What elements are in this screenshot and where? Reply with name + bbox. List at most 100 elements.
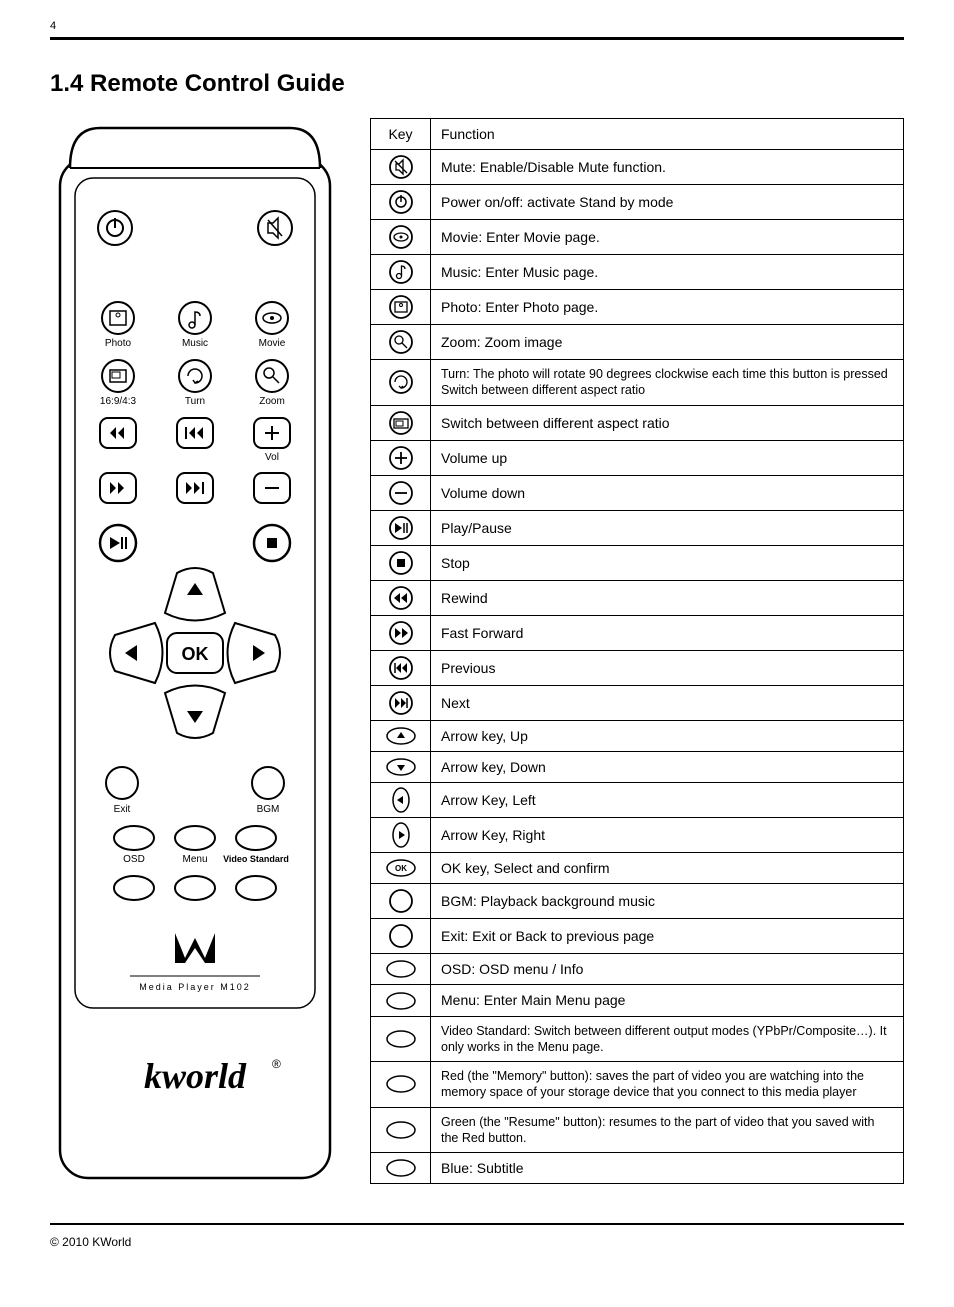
key-icon-ff bbox=[371, 615, 431, 650]
svg-text:Photo: Photo bbox=[105, 338, 132, 349]
function-text: Turn: The photo will rotate 90 degrees c… bbox=[431, 360, 904, 406]
copyright: © 2010 KWorld bbox=[50, 1235, 131, 1249]
content-row: Photo Music Movie 16:9/4:3 Turn bbox=[50, 118, 904, 1193]
table-row: Rewind bbox=[371, 580, 904, 615]
bottom-rule: © 2010 KWorld bbox=[50, 1223, 904, 1251]
table-row: Exit: Exit or Back to previous page bbox=[371, 919, 904, 954]
key-icon-photo bbox=[371, 290, 431, 325]
svg-text:16:9/4:3: 16:9/4:3 bbox=[100, 396, 137, 407]
svg-text:OSD: OSD bbox=[123, 854, 145, 865]
function-table-wrapper: Key Function Mute: Enable/Disable Mute f… bbox=[370, 118, 904, 1184]
function-text: Menu: Enter Main Menu page bbox=[431, 985, 904, 1016]
svg-text:OK: OK bbox=[182, 644, 209, 664]
svg-text:Video Standard: Video Standard bbox=[223, 854, 289, 864]
svg-text:BGM: BGM bbox=[257, 804, 280, 815]
function-text: Switch between different aspect ratio bbox=[431, 405, 904, 440]
function-text: Mute: Enable/Disable Mute function. bbox=[431, 150, 904, 185]
function-text: Red (the "Memory" button): saves the par… bbox=[431, 1062, 904, 1108]
function-text: BGM: Playback background music bbox=[431, 884, 904, 919]
svg-text:OK: OK bbox=[395, 864, 407, 873]
key-icon-prev bbox=[371, 650, 431, 685]
header-function: Function bbox=[431, 119, 904, 150]
svg-text:kworld: kworld bbox=[144, 1056, 247, 1096]
svg-text:Music: Music bbox=[182, 338, 208, 349]
svg-text:Zoom: Zoom bbox=[259, 396, 285, 407]
table-row: Arrow Key, Right bbox=[371, 818, 904, 853]
function-text: Rewind bbox=[431, 580, 904, 615]
key-icon-playpause bbox=[371, 510, 431, 545]
function-text: Play/Pause bbox=[431, 510, 904, 545]
function-text: Arrow key, Down bbox=[431, 751, 904, 782]
key-icon-oval bbox=[371, 985, 431, 1016]
table-row: Movie: Enter Movie page. bbox=[371, 220, 904, 255]
header-key: Key bbox=[371, 119, 431, 150]
table-row: Arrow key, Down bbox=[371, 751, 904, 782]
key-icon-aspect bbox=[371, 405, 431, 440]
key-icon-turn bbox=[371, 360, 431, 406]
svg-text:Turn: Turn bbox=[185, 396, 205, 407]
svg-text:Media Player M102: Media Player M102 bbox=[139, 982, 251, 992]
function-text: Volume up bbox=[431, 440, 904, 475]
table-row: Previous bbox=[371, 650, 904, 685]
function-text: Music: Enter Music page. bbox=[431, 255, 904, 290]
function-text: Exit: Exit or Back to previous page bbox=[431, 919, 904, 954]
table-row: Zoom: Zoom image bbox=[371, 325, 904, 360]
table-row: Volume up bbox=[371, 440, 904, 475]
svg-text:®: ® bbox=[272, 1057, 281, 1071]
table-row: Stop bbox=[371, 545, 904, 580]
svg-text:Menu: Menu bbox=[182, 854, 207, 865]
key-icon-circle bbox=[371, 884, 431, 919]
key-icon-circle bbox=[371, 919, 431, 954]
section-heading: 1.4 Remote Control Guide bbox=[50, 70, 904, 98]
key-icon-oval bbox=[371, 1153, 431, 1184]
table-row: Mute: Enable/Disable Mute function. bbox=[371, 150, 904, 185]
function-text: Video Standard: Switch between different… bbox=[431, 1016, 904, 1062]
function-text: Volume down bbox=[431, 475, 904, 510]
svg-text:Vol: Vol bbox=[265, 452, 279, 463]
table-row: Turn: The photo will rotate 90 degrees c… bbox=[371, 360, 904, 406]
function-text: Green (the "Resume" button): resumes to … bbox=[431, 1107, 904, 1153]
function-text: Movie: Enter Movie page. bbox=[431, 220, 904, 255]
svg-text:Exit: Exit bbox=[114, 804, 131, 815]
table-row: OSD: OSD menu / Info bbox=[371, 954, 904, 985]
key-icon-mute bbox=[371, 150, 431, 185]
function-text: OSD: OSD menu / Info bbox=[431, 954, 904, 985]
svg-text:Movie: Movie bbox=[259, 338, 286, 349]
key-icon-next bbox=[371, 685, 431, 720]
remote-illustration: Photo Music Movie 16:9/4:3 Turn bbox=[50, 118, 340, 1193]
table-row: Blue: Subtitle bbox=[371, 1153, 904, 1184]
table-row: Red (the "Memory" button): saves the par… bbox=[371, 1062, 904, 1108]
top-rule bbox=[50, 37, 904, 40]
key-icon-music bbox=[371, 255, 431, 290]
function-text: Arrow key, Up bbox=[431, 720, 904, 751]
function-text: Next bbox=[431, 685, 904, 720]
table-row: Green (the "Resume" button): resumes to … bbox=[371, 1107, 904, 1153]
function-text: Arrow Key, Right bbox=[431, 818, 904, 853]
key-icon-right bbox=[371, 818, 431, 853]
function-text: Arrow Key, Left bbox=[431, 783, 904, 818]
table-row: Switch between different aspect ratio bbox=[371, 405, 904, 440]
key-icon-oval bbox=[371, 954, 431, 985]
table-row: OK OK key, Select and confirm bbox=[371, 853, 904, 884]
key-icon-power bbox=[371, 185, 431, 220]
function-text: Fast Forward bbox=[431, 615, 904, 650]
table-row: Next bbox=[371, 685, 904, 720]
key-icon-ok: OK bbox=[371, 853, 431, 884]
table-row: Arrow key, Up bbox=[371, 720, 904, 751]
table-row: Power on/off: activate Stand by mode bbox=[371, 185, 904, 220]
page-number: 4 bbox=[50, 20, 904, 32]
table-header-row: Key Function bbox=[371, 119, 904, 150]
table-row: Menu: Enter Main Menu page bbox=[371, 985, 904, 1016]
function-text: Blue: Subtitle bbox=[431, 1153, 904, 1184]
key-icon-down bbox=[371, 751, 431, 782]
key-icon-volup bbox=[371, 440, 431, 475]
function-text: Stop bbox=[431, 545, 904, 580]
key-icon-left bbox=[371, 783, 431, 818]
table-row: Video Standard: Switch between different… bbox=[371, 1016, 904, 1062]
function-text: Previous bbox=[431, 650, 904, 685]
function-text: Power on/off: activate Stand by mode bbox=[431, 185, 904, 220]
function-text: OK key, Select and confirm bbox=[431, 853, 904, 884]
key-icon-oval bbox=[371, 1107, 431, 1153]
key-icon-oval bbox=[371, 1062, 431, 1108]
table-row: Play/Pause bbox=[371, 510, 904, 545]
